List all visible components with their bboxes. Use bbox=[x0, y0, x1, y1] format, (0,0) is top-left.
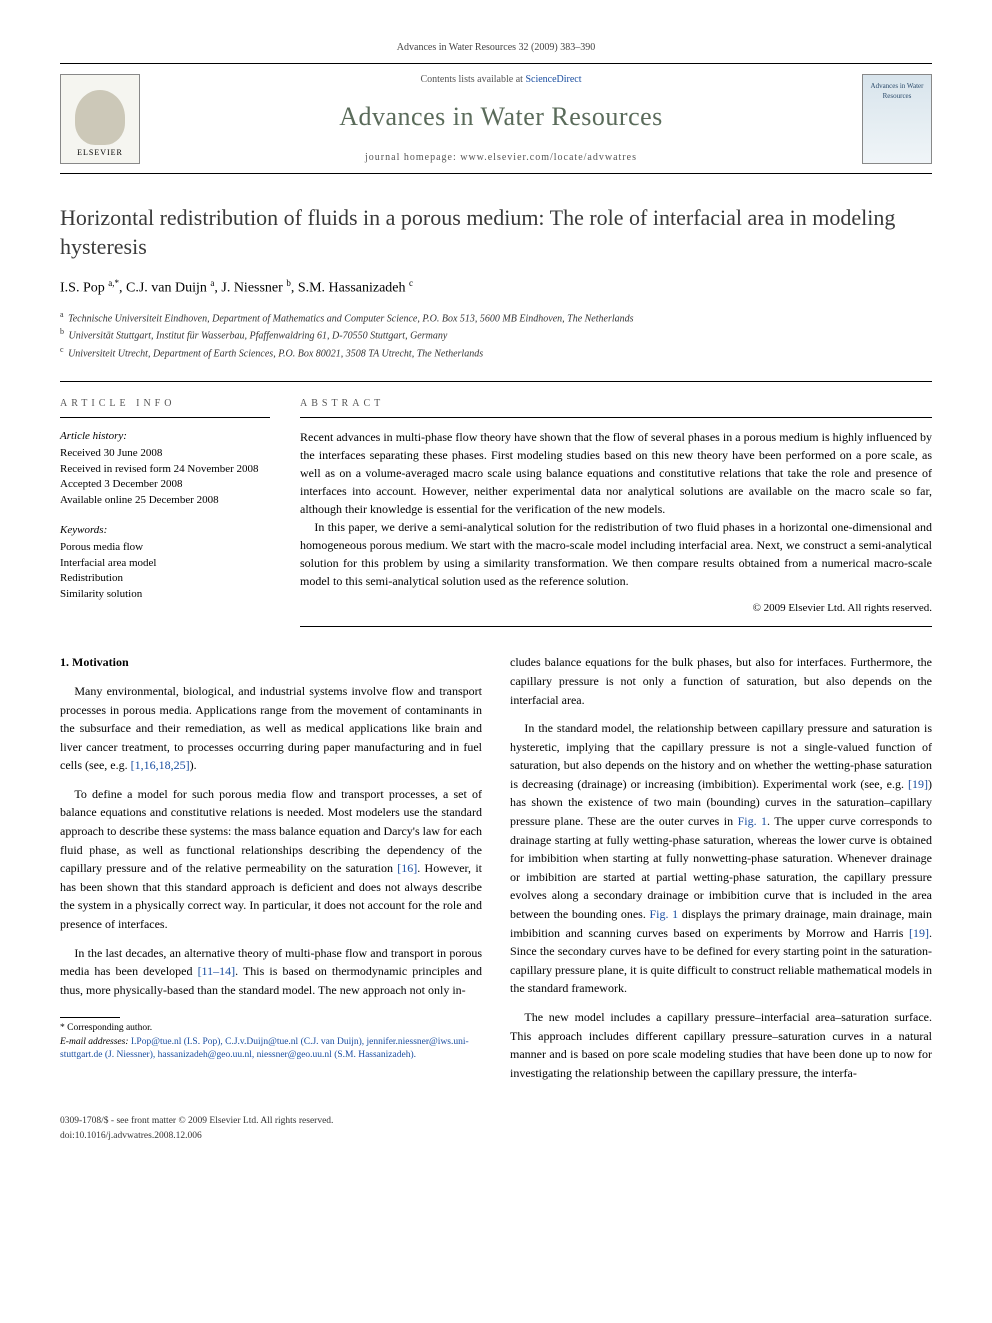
citation-link[interactable]: [1,16,18,25] bbox=[131, 758, 190, 772]
article-title: Horizontal redistribution of fluids in a… bbox=[60, 204, 932, 261]
article-info-heading: ARTICLE INFO bbox=[60, 396, 270, 418]
affiliation-item: b Universität Stuttgart, Institut für Wa… bbox=[60, 326, 932, 343]
keywords-label: Keywords: bbox=[60, 522, 270, 539]
contents-text: Contents lists available at bbox=[420, 74, 525, 85]
citation-link[interactable]: [19] bbox=[909, 926, 929, 940]
citation-link[interactable]: [16] bbox=[397, 861, 417, 875]
body-para: cludes balance equations for the bulk ph… bbox=[510, 653, 932, 709]
body-text: In the standard model, the relationship … bbox=[510, 721, 932, 791]
body-text: ). bbox=[190, 758, 197, 772]
keyword-item: Porous media flow bbox=[60, 540, 270, 555]
body-para: Many environmental, biological, and indu… bbox=[60, 682, 482, 775]
body-text: . The upper curve corresponds to drainag… bbox=[510, 814, 932, 921]
abstract-heading: ABSTRACT bbox=[300, 396, 932, 418]
email-addresses: E-mail addresses: I.Pop@tue.nl (I.S. Pop… bbox=[60, 1036, 482, 1063]
body-column-left: 1. Motivation Many environmental, biolog… bbox=[60, 653, 482, 1092]
affiliation-item: c Universiteit Utrecht, Department of Ea… bbox=[60, 344, 932, 361]
abstract-para-2: In this paper, we derive a semi-analytic… bbox=[300, 518, 932, 590]
elsevier-label: ELSEVIER bbox=[77, 147, 123, 159]
figure-link[interactable]: Fig. 1 bbox=[649, 907, 678, 921]
elsevier-logo: ELSEVIER bbox=[60, 74, 140, 164]
body-para: The new model includes a capillary press… bbox=[510, 1008, 932, 1082]
abstract-box: ABSTRACT Recent advances in multi-phase … bbox=[300, 396, 932, 628]
section-heading-1: 1. Motivation bbox=[60, 653, 482, 672]
affiliation-item: a Technische Universiteit Eindhoven, Dep… bbox=[60, 309, 932, 326]
body-para: In the last decades, an alternative theo… bbox=[60, 944, 482, 1000]
history-label: Article history: bbox=[60, 428, 270, 445]
running-head: Advances in Water Resources 32 (2009) 38… bbox=[60, 40, 932, 55]
elsevier-tree-icon bbox=[75, 90, 125, 145]
affiliations: a Technische Universiteit Eindhoven, Dep… bbox=[60, 309, 932, 361]
body-two-columns: 1. Motivation Many environmental, biolog… bbox=[60, 653, 932, 1092]
journal-title: Advances in Water Resources bbox=[152, 97, 850, 136]
footnote-separator bbox=[60, 1017, 120, 1018]
front-matter-line: 0309-1708/$ - see front matter © 2009 El… bbox=[60, 1114, 932, 1128]
doi-line: doi:10.1016/j.advwatres.2008.12.006 bbox=[60, 1129, 932, 1143]
body-para: In the standard model, the relationship … bbox=[510, 719, 932, 998]
keyword-item: Redistribution bbox=[60, 571, 270, 586]
corresponding-author-note: * Corresponding author. bbox=[60, 1022, 482, 1035]
author-list: I.S. Pop a,*, C.J. van Duijn a, J. Niess… bbox=[60, 277, 932, 299]
keyword-item: Interfacial area model bbox=[60, 556, 270, 571]
abstract-para-1: Recent advances in multi-phase flow theo… bbox=[300, 430, 932, 516]
journal-header-center: Contents lists available at ScienceDirec… bbox=[140, 72, 862, 165]
keyword-item: Similarity solution bbox=[60, 587, 270, 602]
abstract-copyright: © 2009 Elsevier Ltd. All rights reserved… bbox=[300, 600, 932, 628]
figure-link[interactable]: Fig. 1 bbox=[738, 814, 767, 828]
emails-label: E-mail addresses: bbox=[60, 1037, 131, 1047]
article-info-box: ARTICLE INFO Article history: Received 3… bbox=[60, 396, 270, 628]
contents-line: Contents lists available at ScienceDirec… bbox=[152, 72, 850, 87]
body-text: Many environmental, biological, and indu… bbox=[60, 684, 482, 772]
history-item: Received in revised form 24 November 200… bbox=[60, 462, 270, 477]
history-item: Available online 25 December 2008 bbox=[60, 493, 270, 508]
citation-link[interactable]: [11–14] bbox=[198, 964, 236, 978]
citation-link[interactable]: [19] bbox=[908, 777, 928, 791]
body-column-right: cludes balance equations for the bulk ph… bbox=[510, 653, 932, 1092]
journal-homepage: journal homepage: www.elsevier.com/locat… bbox=[152, 150, 850, 165]
abstract-text: Recent advances in multi-phase flow theo… bbox=[300, 428, 932, 590]
history-item: Accepted 3 December 2008 bbox=[60, 477, 270, 492]
sciencedirect-link[interactable]: ScienceDirect bbox=[525, 74, 581, 85]
journal-header-box: ELSEVIER Contents lists available at Sci… bbox=[60, 63, 932, 174]
body-para: To define a model for such porous media … bbox=[60, 785, 482, 934]
journal-cover-thumb: Advances in Water Resources bbox=[862, 74, 932, 164]
history-item: Received 30 June 2008 bbox=[60, 446, 270, 461]
